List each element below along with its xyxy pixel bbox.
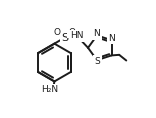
Text: N: N (94, 29, 100, 38)
Text: N: N (108, 34, 115, 43)
Text: H₂N: H₂N (41, 85, 59, 94)
Text: S: S (61, 33, 68, 43)
Text: S: S (95, 57, 100, 66)
Text: HN: HN (70, 31, 84, 40)
Text: O: O (54, 28, 61, 37)
Text: O: O (68, 28, 75, 37)
